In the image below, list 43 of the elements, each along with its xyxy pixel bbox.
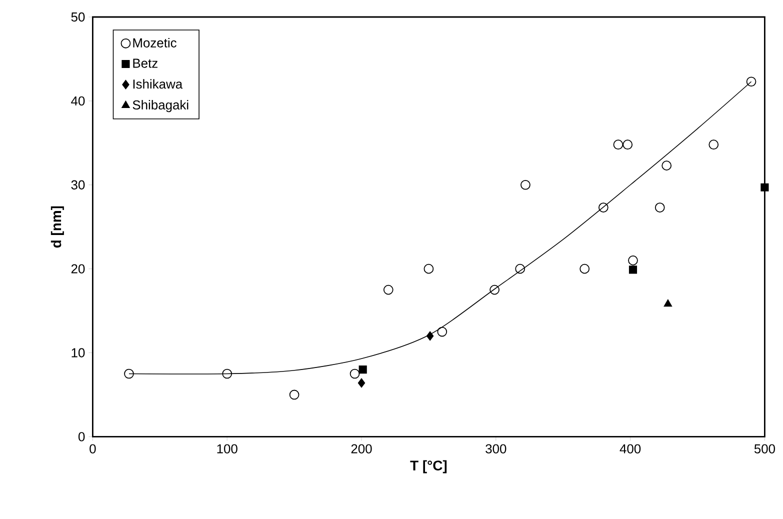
point [708,140,719,150]
y-tick-label: 50 [71,12,85,22]
x-axis-title: T [°C] [410,460,447,474]
x-tick-label: 200 [351,444,372,454]
point [222,368,232,379]
point [289,390,300,400]
legend-label: Shibagaki [132,100,188,112]
point [580,264,590,274]
point [515,264,526,274]
y-axis-title: d [nm] [50,206,64,248]
point [598,202,608,212]
y-tick-label: 20 [71,264,85,274]
point [662,160,672,171]
x-tick-label: 400 [620,444,641,454]
point [520,180,530,190]
point [426,331,434,341]
point [760,183,769,192]
point [124,368,134,379]
point [490,284,500,295]
y-tick-label: 30 [71,180,85,190]
point [358,378,366,388]
point [350,368,360,379]
y-tick-label: 40 [71,96,85,106]
point [664,299,672,307]
point [437,326,448,337]
x-tick-label: 100 [217,444,238,454]
point [424,264,434,274]
legend-label: Betz [133,58,158,68]
legend-label: Mozetic [133,38,176,48]
point [628,255,638,266]
point [358,366,367,374]
x-tick-label: 500 [754,444,776,454]
y-tick-label: 10 [72,348,85,358]
point [628,266,638,274]
x-tick-label: 300 [486,444,506,454]
y-tick-label: 0 [78,432,85,442]
point [383,284,394,295]
point [746,76,756,87]
x-tick-label: 0 [90,444,96,454]
point [622,140,633,150]
legend-label: Ishikawa [133,79,183,89]
point [654,202,665,212]
point [613,140,624,150]
